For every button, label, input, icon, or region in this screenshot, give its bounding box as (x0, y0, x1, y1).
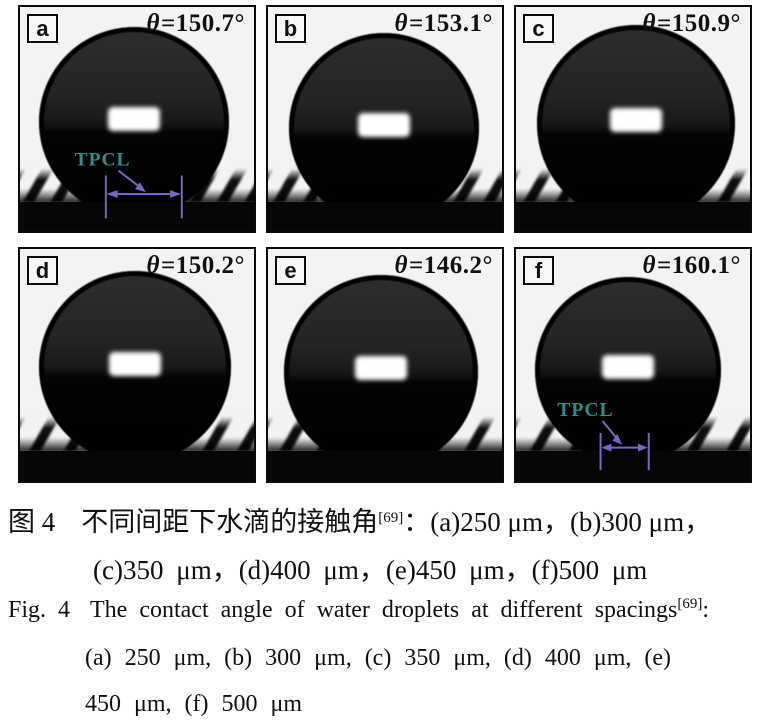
contact-angle-label: θ=160.1° (643, 252, 741, 280)
tpcl-label: TPCL (75, 150, 131, 171)
figure-panel: TPCL f θ=160.1° (514, 247, 752, 483)
figure-number-cn: 图 4 (8, 507, 56, 537)
theta-symbol: θ (394, 10, 408, 37)
droplet-highlight (108, 106, 160, 131)
panel-letter-badge: d (27, 256, 58, 285)
contact-angle-label: θ=150.7° (147, 10, 245, 38)
reference-superscript: [69] (677, 596, 703, 612)
panel-letter: c (532, 15, 545, 41)
caption-cn-line1: 图 4 不同间距下水滴的接触角[69]：(a)250 μm，(b)300 μm， (8, 500, 711, 539)
figure-panel: b θ=153.1° (266, 5, 504, 233)
figure-panel: c θ=150.9° (514, 5, 752, 233)
caption-cn-line2: (c)350 μm，(d)400 μm，(e)450 μm，(f)500 μm (93, 555, 648, 585)
water-droplet (535, 277, 721, 463)
theta-symbol: θ (146, 252, 160, 279)
contact-angle-label: θ=153.1° (395, 10, 493, 38)
contact-angle-label: θ=150.2° (147, 252, 245, 280)
panel-letter-badge: e (275, 256, 306, 285)
tpcl-label: TPCL (557, 399, 613, 421)
contact-angle-label: θ=146.2° (395, 252, 493, 280)
substrate-base (268, 450, 502, 481)
caption-en-text: The contact angle of water droplets at d… (90, 597, 678, 623)
panel-letter-badge: f (523, 256, 554, 285)
caption-en-line1: Fig. 4 The contact angle of water droplet… (8, 596, 709, 624)
contact-angle-figure: TPCL a θ=150.7° (18, 5, 752, 483)
theta-symbol: θ (394, 252, 408, 279)
theta-value: =150.2° (161, 252, 245, 279)
figure-number-en: Fig. 4 (8, 597, 71, 623)
theta-symbol: θ (642, 10, 656, 37)
substrate-base (516, 201, 750, 231)
theta-symbol: θ (642, 252, 656, 279)
panel-letter: b (283, 15, 298, 41)
panel-letter: f (534, 257, 543, 283)
water-droplet (39, 271, 231, 463)
substrate-base (20, 201, 254, 231)
caption-en-line2: (a) 250 μm, (b) 300 μm, (c) 350 μm, (d) … (85, 645, 672, 671)
theta-value: =160.1° (657, 252, 741, 279)
water-droplet (537, 25, 735, 223)
caption-en-colon: : (702, 597, 710, 623)
droplet-highlight (602, 355, 654, 380)
panel-letter-badge: c (523, 14, 554, 43)
panel-letter: e (284, 257, 297, 283)
figure-panel: e θ=146.2° (266, 247, 504, 483)
tpcl-annotation: TPCL (75, 150, 183, 219)
water-droplet (284, 275, 478, 469)
panel-letter: a (36, 15, 49, 41)
caption-cn-text: 不同间距下水滴的接触角 (81, 507, 379, 537)
theta-value: =153.1° (409, 10, 493, 37)
panel-letter: d (35, 257, 50, 283)
panel-letter-badge: b (275, 14, 306, 43)
caption-en-line3: 450 μm, (f) 500 μm (85, 691, 303, 717)
theta-symbol: θ (146, 10, 160, 37)
panel-letter-badge: a (27, 14, 58, 43)
theta-value: =150.7° (161, 10, 245, 37)
droplet-highlight (355, 356, 407, 381)
theta-value: =150.9° (657, 10, 741, 37)
figure-panel: TPCL a θ=150.7° (18, 5, 256, 233)
droplet-highlight (358, 112, 410, 137)
contact-angle-label: θ=150.9° (643, 10, 741, 38)
substrate-base (268, 201, 502, 231)
water-droplet (289, 33, 479, 223)
droplet-highlight (610, 108, 662, 133)
theta-value: =146.2° (409, 252, 493, 279)
figure-panel: d θ=150.2° (18, 247, 256, 483)
tpcl-annotation: TPCL (557, 399, 650, 471)
reference-superscript: [69] (378, 510, 404, 526)
water-droplet (39, 27, 229, 217)
droplet-highlight (109, 351, 161, 376)
substrate-base (516, 450, 750, 481)
caption-cn-list: ：(a)250 μm，(b)300 μm， (403, 507, 712, 537)
substrate-base (20, 450, 254, 481)
